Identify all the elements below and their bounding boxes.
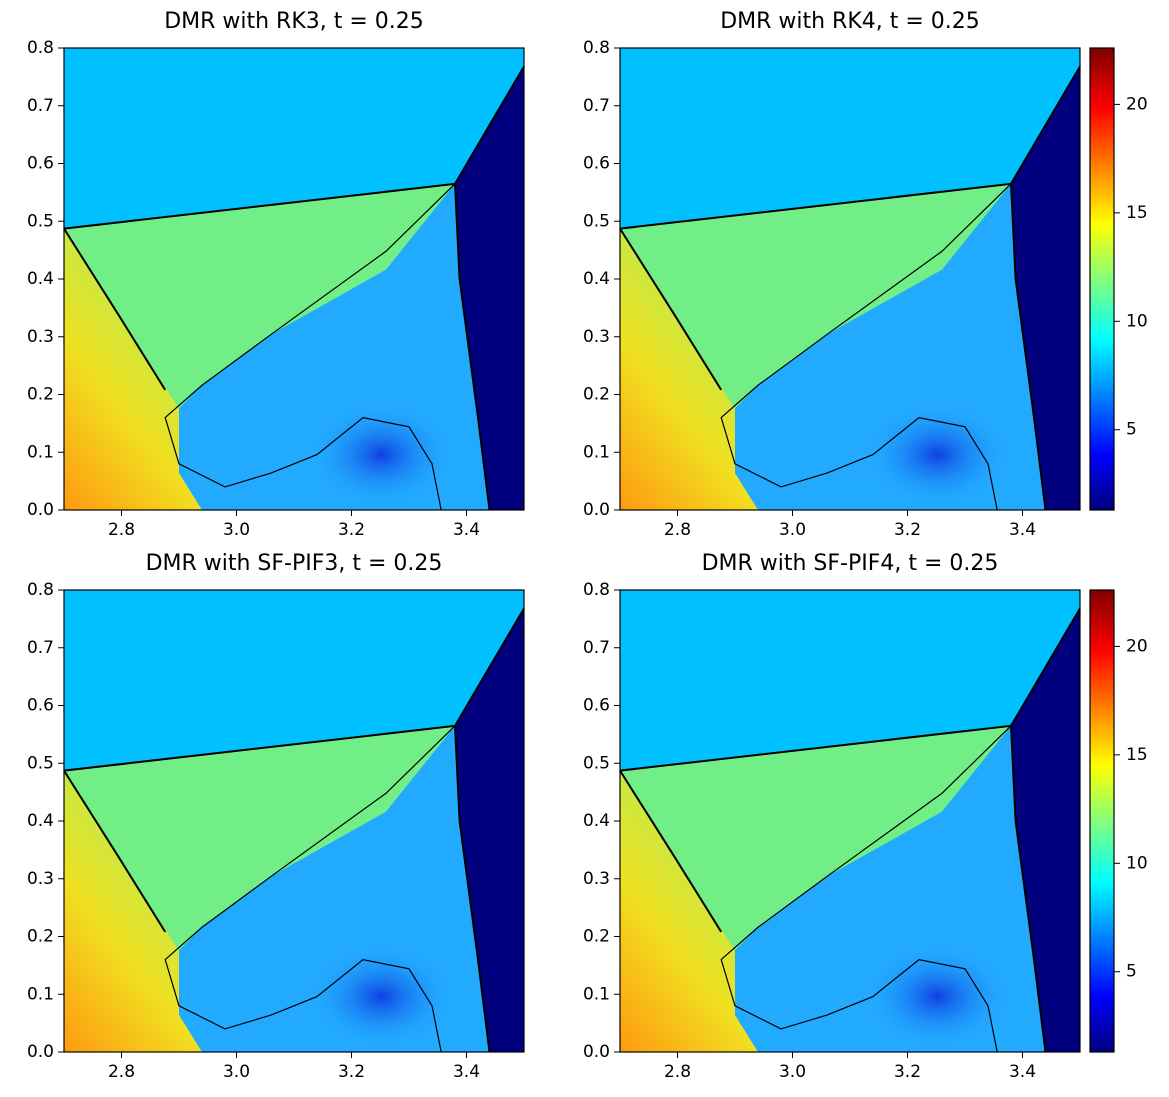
chart-title: DMR with SF-PIF3, t = 0.25 (146, 551, 443, 576)
x-tick-label: 3.0 (779, 1062, 806, 1082)
vortex (867, 946, 1008, 1047)
region-unshocked (455, 66, 524, 510)
x-tick-label: 3.2 (894, 1062, 921, 1082)
y-tick-label: 0.0 (583, 500, 610, 520)
x-tick-label: 2.8 (108, 520, 135, 540)
slip-line (720, 725, 1012, 1053)
chart-title: DMR with RK4, t = 0.25 (720, 9, 980, 34)
y-tick-label: 0.0 (27, 1042, 54, 1062)
y-tick-label: 0.2 (27, 927, 54, 947)
region-unshocked (1011, 66, 1080, 510)
x-tick-label: 3.2 (894, 520, 921, 540)
y-tick-label: 0.6 (27, 154, 54, 174)
colorbar-tick-label: 5 (1126, 420, 1137, 440)
shock (1010, 725, 1047, 1053)
y-tick-label: 0.3 (583, 327, 610, 347)
x-tick-label: 3.4 (1009, 1062, 1036, 1082)
colorbar-tick-label: 10 (1126, 311, 1148, 331)
colorbar-tick-label: 15 (1126, 745, 1148, 765)
y-tick-label: 0.1 (27, 984, 54, 1004)
region-unshocked (1011, 608, 1080, 1052)
x-tick-label: 3.0 (223, 520, 250, 540)
vortex (311, 946, 452, 1047)
y-tick-label: 0.8 (27, 580, 54, 600)
x-tick-label: 2.8 (108, 1062, 135, 1082)
x-tick-label: 3.4 (1009, 520, 1036, 540)
y-tick-label: 0.4 (583, 269, 610, 289)
y-tick-label: 0.1 (583, 442, 610, 462)
y-tick-label: 0.2 (27, 385, 54, 405)
shock (619, 228, 723, 391)
region-post-shock (64, 725, 455, 951)
y-tick-label: 0.8 (27, 38, 54, 58)
chart-title: DMR with RK3, t = 0.25 (164, 9, 424, 34)
region-unshocked (455, 608, 524, 1052)
y-tick-label: 0.1 (583, 984, 610, 1004)
shock (454, 183, 491, 511)
region-mach-stem (620, 770, 758, 1052)
y-tick-label: 0.6 (583, 154, 610, 174)
shock (63, 770, 167, 933)
slip-line (720, 183, 1012, 511)
y-tick-label: 0.3 (583, 869, 610, 889)
x-tick-label: 3.2 (338, 520, 365, 540)
slip-line (164, 725, 456, 1053)
y-tick-label: 0.2 (583, 927, 610, 947)
y-tick-label: 0.5 (27, 211, 54, 231)
region-post-shock (64, 183, 455, 409)
y-tick-label: 0.7 (27, 96, 54, 116)
x-tick-label: 2.8 (664, 520, 691, 540)
colorbar (1089, 47, 1115, 511)
chart-title: DMR with SF-PIF4, t = 0.25 (702, 551, 999, 576)
shock (454, 725, 491, 1053)
y-tick-label: 0.7 (583, 638, 610, 658)
y-tick-label: 0.0 (583, 1042, 610, 1062)
region-mach-stem (620, 228, 758, 510)
y-tick-label: 0.3 (27, 869, 54, 889)
y-tick-label: 0.8 (583, 580, 610, 600)
y-tick-label: 0.5 (583, 753, 610, 773)
y-tick-label: 0.8 (583, 38, 610, 58)
y-tick-label: 0.6 (583, 696, 610, 716)
y-tick-label: 0.2 (583, 385, 610, 405)
colorbar-tick-label: 15 (1126, 203, 1148, 223)
y-tick-label: 0.6 (27, 696, 54, 716)
x-tick-label: 2.8 (664, 1062, 691, 1082)
region-post-shock (620, 183, 1011, 409)
colorbar-tick-label: 20 (1126, 94, 1148, 114)
region-post-shock (620, 725, 1011, 951)
y-tick-label: 0.5 (27, 753, 54, 773)
y-tick-label: 0.7 (27, 638, 54, 658)
x-tick-label: 3.4 (453, 1062, 480, 1082)
vortex (867, 404, 1008, 505)
y-tick-label: 0.4 (27, 811, 54, 831)
region-mach-stem (64, 228, 202, 510)
x-tick-label: 3.4 (453, 520, 480, 540)
y-tick-label: 0.5 (583, 211, 610, 231)
y-tick-label: 0.4 (27, 269, 54, 289)
y-tick-label: 0.7 (583, 96, 610, 116)
shock (1010, 183, 1047, 511)
x-tick-label: 3.2 (338, 1062, 365, 1082)
region-mach-stem (64, 770, 202, 1052)
vortex (311, 404, 452, 505)
x-tick-label: 3.0 (779, 520, 806, 540)
y-tick-label: 0.1 (27, 442, 54, 462)
slip-line (164, 183, 456, 511)
colorbar-tick-label: 20 (1126, 636, 1148, 656)
y-tick-label: 0.3 (27, 327, 54, 347)
colorbar-tick-label: 5 (1126, 962, 1137, 982)
shock (619, 770, 723, 933)
colorbar (1089, 589, 1115, 1053)
shock (63, 228, 167, 391)
colorbar-tick-label: 10 (1126, 853, 1148, 873)
y-tick-label: 0.4 (583, 811, 610, 831)
y-tick-label: 0.0 (27, 500, 54, 520)
x-tick-label: 3.0 (223, 1062, 250, 1082)
